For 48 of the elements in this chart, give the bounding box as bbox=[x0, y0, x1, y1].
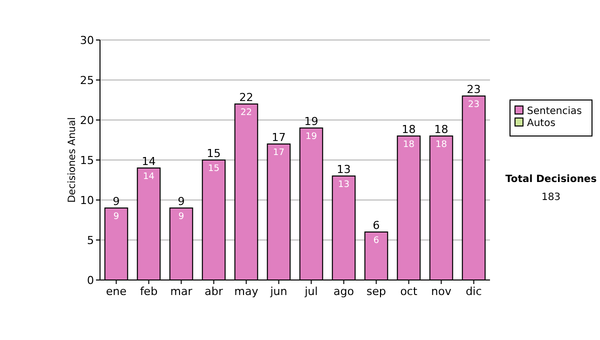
total-label: 9 bbox=[112, 195, 120, 208]
legend-label: Sentencias bbox=[527, 106, 582, 117]
data-label: 6 bbox=[373, 236, 380, 246]
x-tick-label: feb bbox=[140, 285, 158, 298]
x-tick-label: ago bbox=[334, 285, 354, 298]
x-tick-label: dic bbox=[466, 285, 482, 298]
data-label: 14 bbox=[143, 172, 155, 182]
x-tick-label: sep bbox=[366, 285, 386, 298]
x-tick-label: ene bbox=[106, 285, 127, 298]
total-label: 14 bbox=[142, 155, 156, 168]
x-tick-label: may bbox=[234, 285, 259, 298]
total-label: 13 bbox=[336, 163, 351, 176]
data-label: 9 bbox=[113, 212, 120, 222]
total-label: 18 bbox=[402, 123, 416, 136]
x-tick-label: nov bbox=[431, 285, 452, 298]
total-label: 6 bbox=[372, 219, 380, 232]
y-axis-title: Decisiones Anual bbox=[67, 117, 78, 203]
data-label: 18 bbox=[403, 140, 415, 150]
total-label: 15 bbox=[206, 147, 221, 160]
data-label: 13 bbox=[338, 180, 350, 190]
total-label: 19 bbox=[304, 115, 318, 128]
y-tick-label: 15 bbox=[80, 154, 94, 167]
y-tick-label: 25 bbox=[80, 74, 94, 87]
total-label: 18 bbox=[434, 123, 448, 136]
data-label: 19 bbox=[306, 132, 318, 142]
x-tick-label: abr bbox=[204, 285, 224, 298]
data-label: 9 bbox=[178, 212, 184, 222]
text: 183 bbox=[541, 192, 561, 203]
total-label: 9 bbox=[178, 195, 185, 208]
data-label: 17 bbox=[273, 148, 284, 158]
x-tick-label: oct bbox=[400, 285, 418, 298]
data-label: 22 bbox=[240, 108, 252, 118]
y-tick-label: 30 bbox=[80, 34, 94, 47]
data-label: 15 bbox=[208, 164, 220, 174]
text: Total Decisiones bbox=[505, 174, 597, 185]
y-tick-label: 20 bbox=[80, 114, 94, 127]
total-label: 22 bbox=[239, 91, 254, 104]
x-tick-label: jun bbox=[269, 285, 288, 298]
legend-label: Autos bbox=[527, 118, 556, 129]
y-tick-label: 10 bbox=[80, 194, 94, 207]
y-tick-label: 0 bbox=[87, 274, 94, 287]
x-tick-label: mar bbox=[170, 285, 193, 298]
data-label: 23 bbox=[468, 100, 480, 110]
total-label: 23 bbox=[466, 83, 481, 96]
y-tick-label: 5 bbox=[87, 234, 94, 247]
total-label: 17 bbox=[272, 131, 286, 144]
x-tick-label: jul bbox=[304, 285, 318, 298]
data-label: 18 bbox=[436, 140, 448, 150]
